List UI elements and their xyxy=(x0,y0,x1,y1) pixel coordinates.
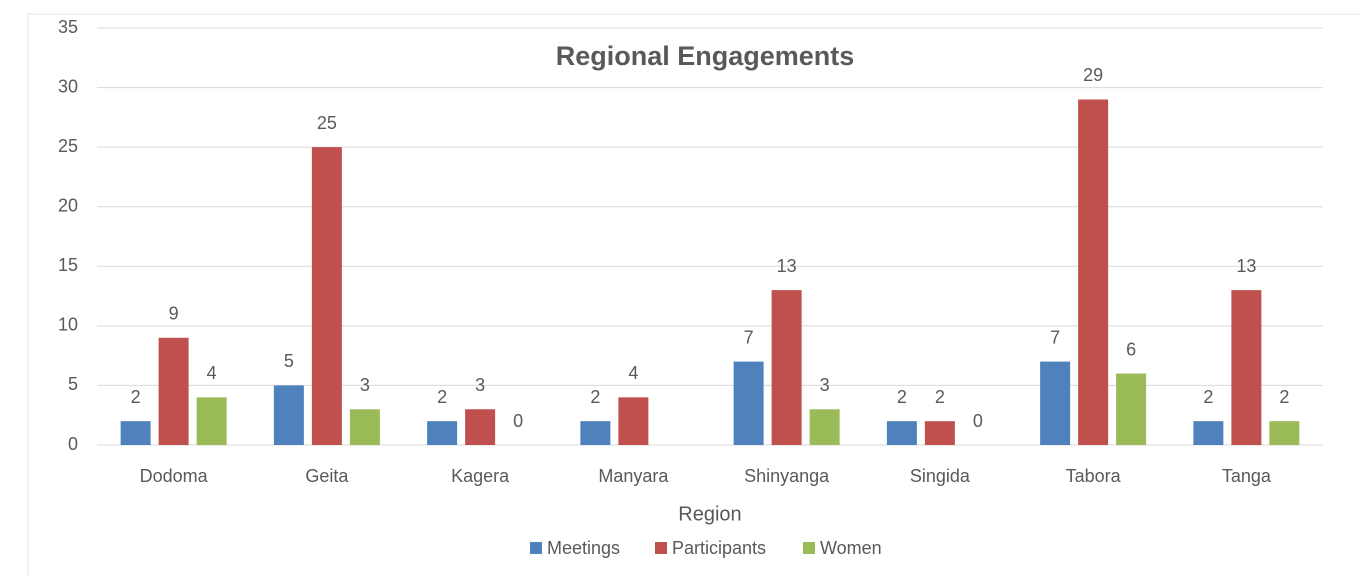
x-tick-label: Singida xyxy=(910,466,971,486)
x-tick-label: Tanga xyxy=(1222,466,1272,486)
x-tick-label: Geita xyxy=(305,466,349,486)
legend-swatch xyxy=(803,542,815,554)
bar xyxy=(273,385,304,445)
data-label: 29 xyxy=(1083,65,1103,85)
legend-label: Meetings xyxy=(547,538,620,558)
x-tick-label: Dodoma xyxy=(140,466,209,486)
bar xyxy=(618,397,649,445)
x-tick-label: Tabora xyxy=(1066,466,1122,486)
y-tick-label: 35 xyxy=(58,17,78,37)
y-tick-label: 20 xyxy=(58,195,78,215)
bar xyxy=(1231,290,1262,445)
bar xyxy=(771,290,802,445)
data-label: 2 xyxy=(935,387,945,407)
data-label: 2 xyxy=(1203,387,1213,407)
data-label: 2 xyxy=(590,387,600,407)
bar xyxy=(158,337,189,445)
x-tick-label: Manyara xyxy=(598,466,669,486)
data-label: 3 xyxy=(360,375,370,395)
data-label: 2 xyxy=(437,387,447,407)
x-tick-label: Kagera xyxy=(451,466,510,486)
data-label: 25 xyxy=(317,113,337,133)
bar xyxy=(1193,421,1224,445)
chart-title: Regional Engagements xyxy=(556,41,855,71)
bar xyxy=(349,409,380,445)
x-axis-label: Region xyxy=(678,503,741,525)
bar xyxy=(1078,99,1109,445)
y-tick-label: 0 xyxy=(68,434,78,454)
data-label: 13 xyxy=(777,256,797,276)
bar xyxy=(733,361,764,445)
legend-swatch xyxy=(530,542,542,554)
bar xyxy=(465,409,496,445)
data-label: 3 xyxy=(475,375,485,395)
bar xyxy=(311,147,342,445)
data-label: 2 xyxy=(1279,387,1289,407)
bar xyxy=(427,421,458,445)
data-label: 7 xyxy=(744,327,754,347)
y-tick-label: 25 xyxy=(58,136,78,156)
bar xyxy=(924,421,955,445)
data-label: 2 xyxy=(897,387,907,407)
bar xyxy=(580,421,611,445)
data-label: 9 xyxy=(169,304,179,324)
bar xyxy=(120,421,151,445)
bar xyxy=(886,421,917,445)
bar xyxy=(809,409,840,445)
data-label: 6 xyxy=(1126,339,1136,359)
y-tick-label: 15 xyxy=(58,255,78,275)
y-tick-label: 10 xyxy=(58,315,78,335)
bar xyxy=(1116,373,1147,445)
bar xyxy=(1040,361,1071,445)
y-tick-label: 5 xyxy=(68,374,78,394)
bar xyxy=(1269,421,1300,445)
data-label: 3 xyxy=(820,375,830,395)
data-label: 7 xyxy=(1050,327,1060,347)
data-label: 4 xyxy=(207,363,217,383)
legend-label: Participants xyxy=(672,538,766,558)
y-tick-label: 30 xyxy=(58,76,78,96)
x-tick-label: Shinyanga xyxy=(744,466,830,486)
data-label: 0 xyxy=(513,411,523,431)
bar xyxy=(196,397,227,445)
data-label: 2 xyxy=(131,387,141,407)
legend-label: Women xyxy=(820,538,882,558)
data-label: 5 xyxy=(284,351,294,371)
data-label: 13 xyxy=(1236,256,1256,276)
data-label: 0 xyxy=(973,411,983,431)
data-label: 4 xyxy=(628,363,638,383)
legend-swatch xyxy=(655,542,667,554)
